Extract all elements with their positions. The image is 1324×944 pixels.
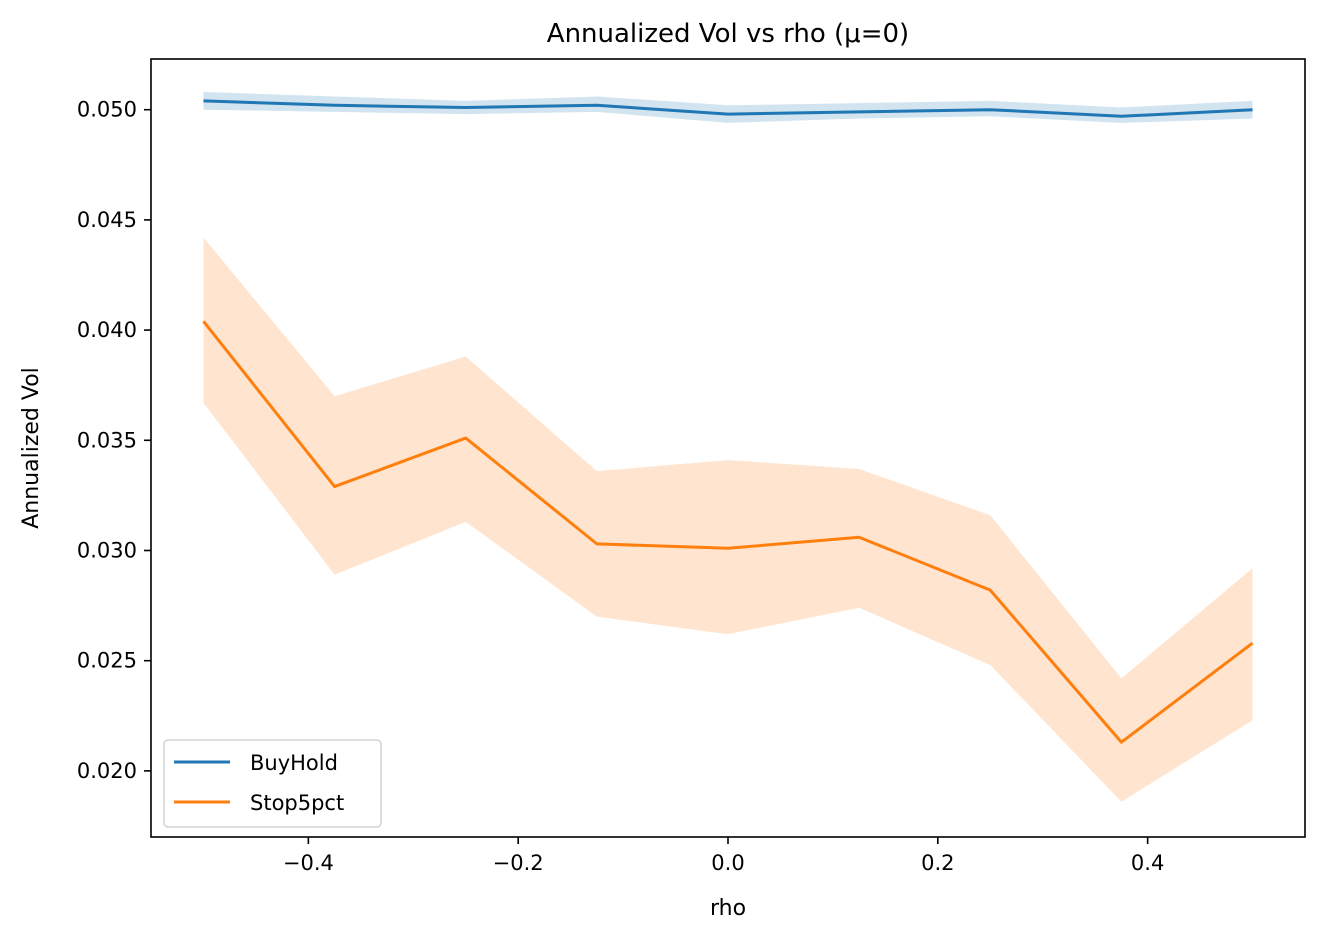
y-axis-label: Annualized Vol — [19, 367, 44, 529]
y-tick-label: 0.030 — [77, 538, 137, 562]
x-tick-label: 0.0 — [711, 851, 744, 875]
x-axis-ticks: −0.4 −0.2 0.0 0.2 0.4 — [283, 837, 1164, 875]
chart-title: Annualized Vol vs rho (μ=0) — [547, 19, 909, 49]
legend-label-buyhold: BuyHold — [250, 751, 338, 775]
y-tick-label: 0.020 — [77, 759, 137, 783]
band-buyhold — [203, 92, 1253, 123]
series-line-buyhold — [203, 99, 1253, 118]
x-tick-label: 0.2 — [921, 851, 954, 875]
legend-label-stop5pct: Stop5pct — [250, 791, 344, 815]
band-stop5pct — [203, 237, 1253, 802]
series-lines — [202, 99, 1254, 744]
x-tick-label: −0.4 — [283, 851, 334, 875]
x-axis-label: rho — [710, 896, 746, 921]
legend-entries: BuyHold Stop5pct — [174, 751, 344, 815]
x-tick-label: 0.4 — [1131, 851, 1164, 875]
y-tick-label: 0.025 — [77, 649, 137, 673]
legend: BuyHold Stop5pct — [163, 739, 382, 828]
x-tick-label: −0.2 — [493, 851, 544, 875]
y-tick-label: 0.050 — [77, 98, 137, 122]
y-tick-label: 0.045 — [77, 208, 137, 232]
series-line-stop5pct — [202, 320, 1254, 744]
confidence-bands — [203, 92, 1253, 802]
y-tick-label: 0.040 — [77, 318, 137, 342]
y-axis-ticks: 0.020 0.025 0.030 0.035 0.040 0.045 0.050 — [77, 98, 151, 783]
y-tick-label: 0.035 — [77, 428, 137, 452]
